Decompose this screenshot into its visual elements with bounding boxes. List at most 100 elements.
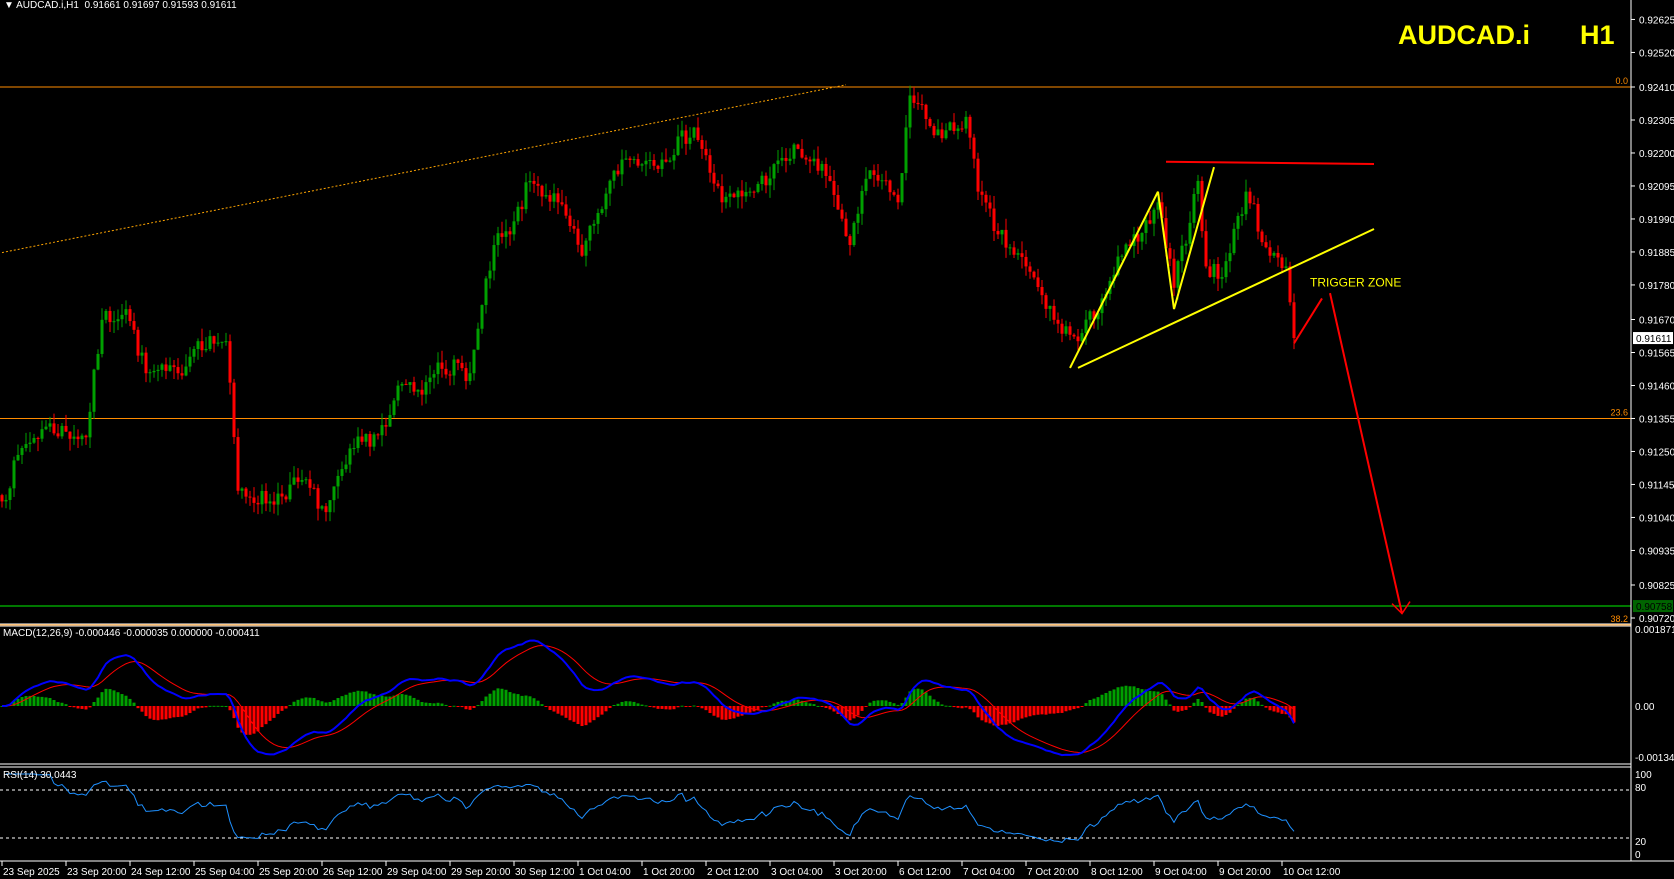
macd-histogram-bar [828,706,832,710]
candle-body [540,185,544,197]
candle [580,234,584,257]
macd-histogram-bar [812,704,816,706]
macd-histogram-bar [12,701,16,706]
candle [600,206,604,215]
candle [668,157,672,163]
macd-histogram-bar [1076,706,1080,709]
candle-body [264,490,268,504]
price-tick-label: 0.91885 [1639,248,1674,259]
macd-histogram-bar [1272,706,1276,712]
macd-histogram-bar [344,694,348,706]
candle [348,443,352,473]
candle [856,206,860,234]
candle [568,208,572,232]
candle [904,115,908,181]
candle-body [68,431,72,439]
candle [676,124,680,157]
candle-body [784,157,788,161]
candle [512,211,516,241]
macd-histogram-bar [288,705,292,707]
candle [576,220,580,253]
macd-histogram-bar [684,706,688,707]
macd-histogram-bar [1108,690,1112,706]
candle-body [248,496,252,498]
candle [1036,268,1040,292]
candle-body [212,336,216,344]
macd-histogram-bar [320,701,324,706]
candle [976,152,980,200]
candle-body [480,305,484,329]
candle-body [960,128,964,130]
candle-body [392,400,396,416]
candle [672,148,676,170]
candle [104,308,108,324]
candle [504,219,508,249]
macd-histogram-bar [1080,706,1084,707]
candle-body [1076,336,1080,342]
time-tick-label: 8 Oct 12:00 [1091,867,1143,878]
candle [468,361,472,385]
candle-body [280,493,284,497]
macd-histogram-bar [468,706,472,710]
macd-histogram-bar [204,706,208,708]
macd-histogram-bar [440,703,444,706]
macd-histogram-bar [228,706,232,711]
candle [1284,257,1288,270]
macd-histogram-bar [128,698,132,706]
rsi-tick-label: 80 [1635,783,1647,794]
candle-body [132,321,136,330]
candle-body [720,186,724,203]
candle [252,487,256,513]
candle-body [224,341,228,343]
candle [852,221,856,247]
candle-body [512,221,516,235]
macd-histogram-bar [484,696,488,706]
macd-histogram-bar [464,706,468,710]
candle-body [764,175,768,186]
candle [392,397,396,418]
candle [784,148,788,173]
candle [1268,240,1272,263]
macd-histogram-bar [848,706,852,721]
candle-body [12,460,16,489]
candle [780,146,784,167]
candle [112,310,116,333]
candle [216,332,220,347]
price-tick-label: 0.90720 [1639,614,1674,625]
candle-body [516,206,520,222]
candle-body [464,368,468,382]
rsi-line [6,773,1295,843]
candle [448,370,452,386]
candle-body [964,116,968,129]
macd-histogram-bar [924,692,928,706]
candle [1220,267,1224,289]
macd-histogram-bar [1088,699,1092,706]
candle-body [732,193,736,198]
candle [204,337,208,353]
candle-body [60,425,64,437]
candle-body [1228,253,1232,262]
macd-histogram-bar [88,706,92,708]
candle-body [240,488,244,491]
candle [1100,293,1104,326]
candle [496,226,500,257]
candle-body [944,130,948,139]
candle [272,491,276,514]
candle [1052,299,1056,325]
macd-histogram-bar [244,706,248,735]
candle-body [380,425,384,436]
candle [1060,318,1064,343]
candle-body [1240,214,1244,216]
candle-body [904,127,908,174]
candle [608,179,612,206]
candle-body [1180,245,1184,262]
candle-body [4,499,8,502]
candle [768,166,772,198]
macd-histogram-bar [1268,706,1272,711]
triangle-down-icon[interactable]: ▼ [4,0,17,11]
macd-histogram-bar [1184,706,1188,710]
candle-body [0,495,4,502]
macd-histogram-bar [856,706,860,716]
symbol-watermark: AUDCAD.i [1398,20,1530,50]
